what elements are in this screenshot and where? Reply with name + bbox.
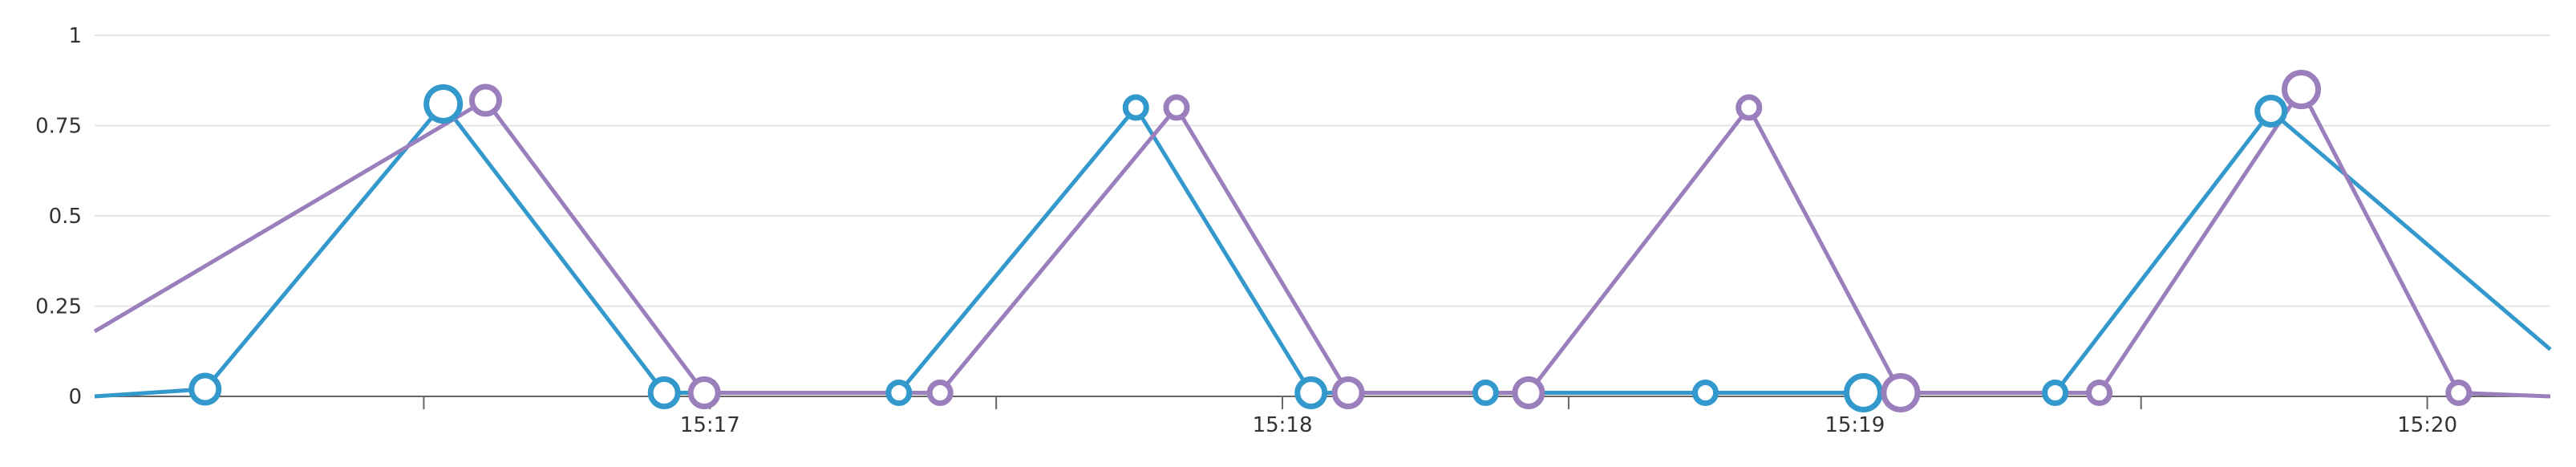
x-tick-label: 15:20 <box>2397 413 2457 437</box>
y-tick-label: 0.25 <box>35 295 82 319</box>
x-tick-label: 15:18 <box>1253 413 1313 437</box>
tick-labels: 0 0.25 0.5 0.75 1 15:17 15:18 15:19 15:20 <box>35 24 2457 437</box>
y-tick-label: 0 <box>68 385 82 409</box>
series-1-point[interactable] <box>1122 94 1149 121</box>
y-tick-label: 1 <box>68 24 82 48</box>
y-tick-label: 0.5 <box>49 205 82 229</box>
series-1-point[interactable] <box>188 372 222 406</box>
series-1-point[interactable] <box>885 380 913 406</box>
series-2-point[interactable] <box>2445 380 2473 406</box>
data-points <box>188 70 2473 412</box>
x-tick-label: 15:17 <box>680 413 740 437</box>
y-tick-label: 0.75 <box>35 115 82 139</box>
series-2-line <box>93 87 2551 399</box>
series-2-point[interactable] <box>2086 380 2113 406</box>
series-2-point[interactable] <box>1736 94 1763 121</box>
series-2-point[interactable] <box>1512 376 1545 409</box>
series-2-point[interactable] <box>468 83 502 117</box>
series-2-point[interactable] <box>1331 376 1365 409</box>
series-2-point[interactable] <box>1163 94 1190 121</box>
series-1-point[interactable] <box>647 376 681 409</box>
series-1-point[interactable] <box>2254 95 2288 128</box>
series-1-point[interactable] <box>1692 380 1719 406</box>
series-lines <box>93 87 2552 399</box>
series-1-point[interactable] <box>2042 380 2069 406</box>
series-2-point[interactable] <box>1881 373 1921 412</box>
x-tick-label: 15:19 <box>1825 413 1885 437</box>
series-1-point[interactable] <box>1843 373 1883 412</box>
series-2-point[interactable] <box>687 376 721 409</box>
series-1-point[interactable] <box>1472 380 1499 406</box>
series-1-point[interactable] <box>423 84 464 124</box>
series-2-point[interactable] <box>926 380 954 406</box>
series-1-point[interactable] <box>1294 376 1328 409</box>
series-2-point[interactable] <box>2282 70 2322 109</box>
